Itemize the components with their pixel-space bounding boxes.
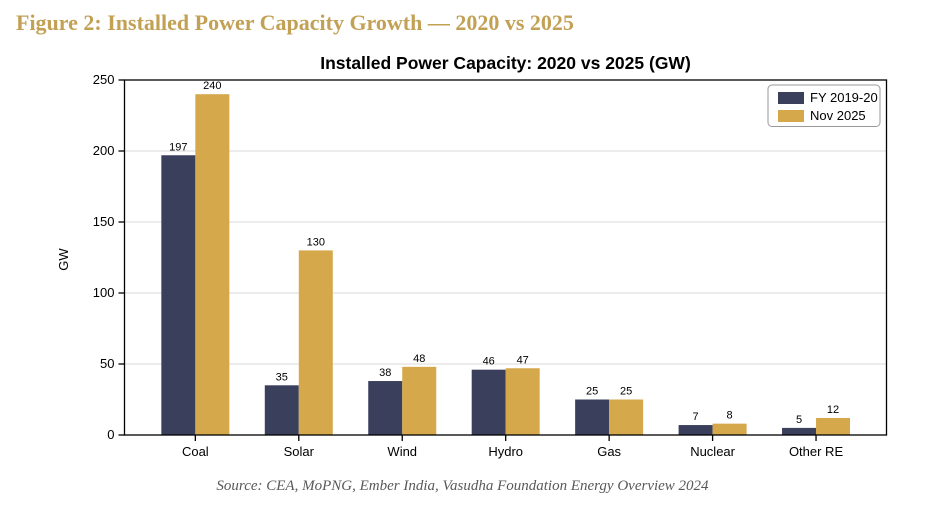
svg-text:8: 8 xyxy=(727,410,733,422)
svg-text:12: 12 xyxy=(827,404,839,416)
svg-text:197: 197 xyxy=(169,141,187,153)
svg-text:Coal: Coal xyxy=(182,444,209,459)
svg-text:50: 50 xyxy=(100,356,114,371)
svg-text:Hydro: Hydro xyxy=(488,444,523,459)
svg-text:47: 47 xyxy=(517,354,529,366)
svg-text:35: 35 xyxy=(276,371,288,383)
svg-text:25: 25 xyxy=(620,386,632,398)
svg-text:Solar: Solar xyxy=(284,444,315,459)
svg-text:GW: GW xyxy=(56,248,71,271)
svg-text:Installed Power Capacity: 2020: Installed Power Capacity: 2020 vs 2025 (… xyxy=(320,53,691,73)
svg-text:250: 250 xyxy=(93,72,115,87)
svg-text:25: 25 xyxy=(586,386,598,398)
svg-text:100: 100 xyxy=(93,285,115,300)
svg-text:Nuclear: Nuclear xyxy=(690,444,735,459)
svg-text:Wind: Wind xyxy=(387,444,417,459)
svg-text:200: 200 xyxy=(93,143,115,158)
svg-text:FY 2019-20: FY 2019-20 xyxy=(810,90,878,105)
svg-text:5: 5 xyxy=(796,414,802,426)
svg-text:Nov 2025: Nov 2025 xyxy=(810,108,866,123)
svg-text:150: 150 xyxy=(93,214,115,229)
svg-text:130: 130 xyxy=(307,236,325,248)
svg-text:Other RE: Other RE xyxy=(789,444,844,459)
svg-text:46: 46 xyxy=(483,356,495,368)
svg-text:240: 240 xyxy=(203,80,221,92)
svg-text:48: 48 xyxy=(413,353,425,365)
svg-text:7: 7 xyxy=(693,411,699,423)
svg-text:38: 38 xyxy=(379,367,391,379)
svg-text:Gas: Gas xyxy=(597,444,621,459)
svg-text:0: 0 xyxy=(107,427,114,442)
